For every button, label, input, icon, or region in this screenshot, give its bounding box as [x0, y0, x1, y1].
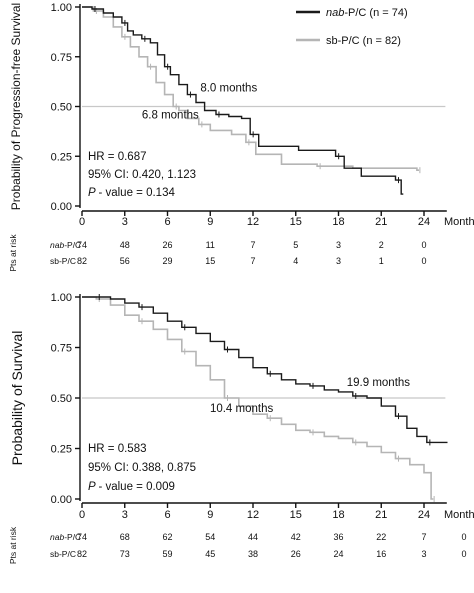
risk-value: 7	[250, 256, 255, 266]
x-tick-label: 6	[164, 509, 170, 521]
risk-value: 24	[333, 549, 343, 559]
x-tick-label: 12	[247, 216, 259, 228]
km-panel-2: 0.000.250.500.751.0003691215182124Months…	[8, 292, 474, 564]
y-tick-label: 0.00	[51, 201, 72, 213]
y-axis-title: Probability of Survival	[9, 331, 25, 466]
risk-value: 16	[376, 549, 386, 559]
risk-value: 1	[379, 256, 384, 266]
stats-line: 95% CI: 0.420, 1.123	[88, 169, 196, 181]
risk-value: 54	[205, 532, 215, 542]
risk-row-label: nab-P/C	[50, 240, 81, 250]
risk-value: 73	[120, 549, 130, 559]
risk-value: 3	[336, 240, 341, 250]
stats-line: P - value = 0.009	[88, 481, 175, 493]
risk-value: 29	[162, 256, 172, 266]
km-curve-sb-pc	[82, 296, 434, 500]
km-curve-nab-pc	[82, 6, 404, 195]
stats-line: HR = 0.583	[88, 443, 147, 455]
risk-row-label: sb-P/C	[50, 256, 76, 266]
risk-value: 2	[379, 240, 384, 250]
stats-line: 95% CI: 0.388, 0.875	[88, 462, 196, 474]
risk-value: 7	[250, 240, 255, 250]
y-tick-label: 0.50	[51, 102, 72, 114]
risk-value: 7	[421, 532, 426, 542]
legend-entry: sb-P/C (n = 82)	[326, 35, 401, 47]
risk-value: 68	[120, 532, 130, 542]
x-tick-label: 12	[247, 509, 259, 521]
risk-value: 22	[376, 532, 386, 542]
x-unit-label: Months	[444, 509, 474, 521]
y-tick-label: 0.50	[51, 393, 72, 405]
x-tick-label: 18	[332, 216, 344, 228]
median-annotation: 10.4 months	[210, 403, 274, 415]
risk-value: 56	[120, 256, 130, 266]
risk-row-label: nab-P/C	[50, 532, 81, 542]
y-tick-label: 0.75	[51, 343, 72, 355]
x-tick-label: 3	[122, 509, 128, 521]
risk-row-label: sb-P/C	[50, 549, 76, 559]
risk-value: 11	[206, 240, 215, 250]
median-annotation: 6.8 months	[142, 109, 199, 121]
risk-value: 62	[162, 532, 172, 542]
risk-value: 59	[162, 549, 172, 559]
y-tick-label: 0.25	[51, 151, 72, 163]
legend-entry: nab-P/C (n = 74)	[326, 7, 408, 19]
x-tick-label: 24	[418, 509, 430, 521]
x-tick-label: 18	[332, 509, 344, 521]
risk-value: 82	[77, 549, 87, 559]
y-tick-label: 0.00	[51, 494, 72, 506]
risk-value: 48	[120, 240, 130, 250]
risk-value: 82	[77, 256, 87, 266]
risk-value: 0	[421, 256, 426, 266]
risk-value: 36	[333, 532, 343, 542]
risk-value: 74	[77, 532, 87, 542]
risk-value: 45	[205, 549, 215, 559]
km-panel-1: 0.000.250.500.751.0003691215182124Months…	[8, 2, 474, 272]
x-tick-label: 15	[290, 509, 302, 521]
risk-value: 15	[205, 256, 215, 266]
x-tick-label: 9	[207, 509, 213, 521]
risk-value: 42	[291, 532, 301, 542]
y-tick-label: 0.25	[51, 444, 72, 456]
x-tick-label: 3	[122, 216, 128, 228]
y-tick-label: 1.00	[51, 2, 72, 14]
x-tick-label: 15	[290, 216, 302, 228]
risk-value: 0	[461, 549, 466, 559]
pts-at-risk-label: Pts at risk	[8, 234, 18, 272]
risk-value: 26	[162, 240, 172, 250]
x-tick-label: 0	[79, 509, 85, 521]
x-unit-label: Months	[444, 216, 474, 228]
y-tick-label: 0.75	[51, 52, 72, 64]
km-curve-sb-pc	[82, 6, 419, 171]
risk-value: 0	[421, 240, 426, 250]
risk-value: 3	[421, 549, 426, 559]
x-tick-label: 21	[375, 216, 387, 228]
risk-value: 26	[291, 549, 301, 559]
x-tick-label: 9	[207, 216, 213, 228]
risk-value: 0	[461, 532, 466, 542]
median-annotation: 19.9 months	[347, 377, 411, 389]
y-axis-title: Probability of Progression-free Survival	[9, 3, 23, 210]
risk-value: 38	[248, 549, 258, 559]
x-tick-label: 6	[164, 216, 170, 228]
risk-value: 44	[248, 532, 258, 542]
risk-value: 3	[336, 256, 341, 266]
stats-line: P - value = 0.134	[88, 187, 175, 199]
risk-value: 4	[293, 256, 298, 266]
median-annotation: 8.0 months	[200, 83, 257, 95]
x-tick-label: 0	[79, 216, 85, 228]
stats-line: HR = 0.687	[88, 151, 147, 163]
x-tick-label: 24	[418, 216, 430, 228]
x-tick-label: 21	[375, 509, 387, 521]
risk-value: 74	[77, 240, 87, 250]
km-curve-nab-pc	[82, 296, 448, 444]
y-tick-label: 1.00	[51, 292, 72, 304]
risk-value: 5	[293, 240, 298, 250]
pts-at-risk-label: Pts at risk	[8, 526, 18, 564]
